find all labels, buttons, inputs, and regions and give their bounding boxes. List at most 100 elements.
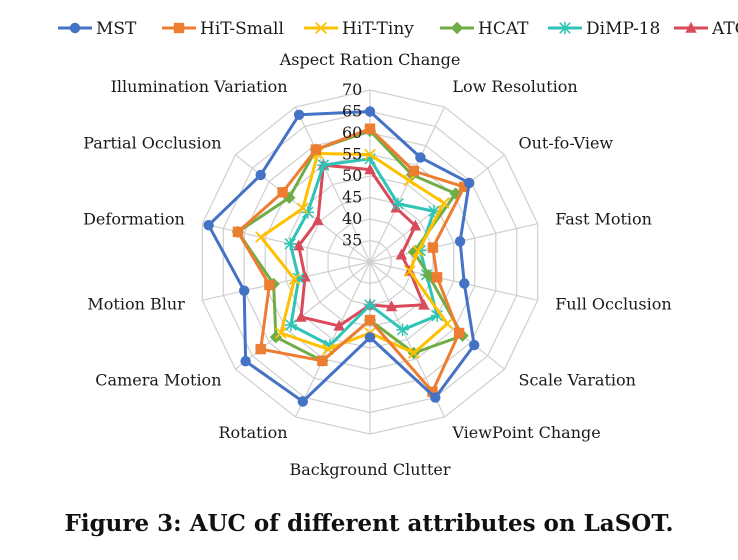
grid-spoke [369, 261, 538, 301]
point-hit-tiny [412, 245, 425, 257]
category-label: Partial Occlusion [83, 134, 221, 153]
point-hit-tiny [296, 202, 309, 215]
point-hit-tiny [438, 197, 450, 209]
legend-label: HCAT [478, 19, 529, 39]
category-label: Background Clutter [289, 460, 450, 479]
point-mst [240, 356, 251, 367]
point-hit-small [264, 279, 275, 291]
point-mst [364, 106, 376, 117]
point-mst [255, 169, 266, 181]
grid-spoke [369, 106, 446, 263]
point-atom [333, 319, 345, 331]
tick-label: 35 [342, 231, 362, 250]
category-label: Rotation [218, 423, 287, 442]
category-label: Fast Motion [555, 210, 652, 229]
point-atom [390, 201, 402, 213]
category-label: Full Occlusion [555, 294, 671, 313]
radial-tick-labels: 35 40 45 50 55 60 65 70 [342, 80, 362, 250]
category-label: Deformation [83, 210, 185, 229]
point-dimp-18 [292, 272, 305, 285]
category-label: Out-fo-View [519, 134, 614, 153]
point-atom [418, 298, 430, 310]
point-mst [469, 339, 480, 351]
point-hit-small [408, 165, 419, 177]
legend-item-hcat: HCAT [440, 19, 529, 39]
grid-spoke [294, 106, 371, 263]
point-hit-tiny [275, 327, 287, 339]
point-atom [295, 310, 307, 322]
legend-marker [450, 21, 464, 35]
legend-label: DiMP-18 [586, 19, 660, 39]
point-hit-small [364, 314, 376, 326]
point-mst [203, 220, 214, 231]
point-atom [312, 214, 324, 226]
point-hcat [422, 269, 435, 282]
legend: MST HiT-Small HiT-Tiny HCAT DiMP-18 ATOM [58, 19, 738, 39]
series-hit-small [232, 123, 470, 397]
category-labels: Aspect Ration Change Low Resolution Out-fo… [83, 50, 672, 479]
point-mst [459, 278, 470, 289]
point-dimp-18 [427, 204, 441, 218]
category-label: Scale Varation [519, 371, 636, 390]
legend-item-atom: ATOM [674, 19, 738, 39]
point-hit-tiny [255, 231, 267, 243]
point-dimp-18 [391, 197, 405, 211]
point-hit-tiny [364, 148, 376, 161]
grid-spoke [294, 261, 371, 418]
point-dimp-18 [284, 237, 297, 250]
legend-marker [69, 22, 81, 34]
point-hit-small [310, 144, 322, 155]
category-label: Low Resolution [452, 77, 577, 96]
point-dimp-18 [317, 158, 330, 172]
tick-label: 50 [342, 166, 362, 185]
legend-marker [315, 22, 327, 34]
point-atom [364, 163, 376, 175]
point-hit-tiny [441, 317, 454, 330]
legend-label: HiT-Small [200, 19, 284, 39]
point-hit-small [427, 242, 439, 253]
point-hit-small [255, 343, 266, 355]
category-label: Aspect Ration Change [279, 50, 461, 69]
series-dimp-18 [284, 152, 444, 352]
point-mst [454, 236, 466, 247]
point-dimp-18 [363, 152, 377, 165]
point-hit-small [317, 355, 328, 366]
point-dimp-18 [431, 309, 444, 322]
point-dimp-18 [323, 339, 337, 352]
radar-chart: 35 40 45 50 55 60 65 70 Aspect Ration Change Low… [58, 19, 738, 479]
tick-label: 60 [342, 123, 362, 142]
point-hit-small [427, 386, 438, 397]
legend-item-hit-tiny: HiT-Tiny [304, 19, 414, 39]
legend-item-hit-small: HiT-Small [162, 19, 284, 39]
category-label: Illumination Variation [111, 77, 288, 96]
legend-marker [558, 21, 572, 35]
legend-item-mst: MST [58, 19, 137, 39]
point-hit-tiny [407, 347, 420, 359]
radar-series [203, 106, 480, 407]
legend-marker [685, 21, 697, 33]
point-mst [297, 396, 308, 407]
grid-spoke [202, 223, 371, 263]
point-atom [409, 219, 422, 231]
point-atom [293, 239, 305, 251]
point-hit-tiny [288, 273, 301, 286]
point-mst [239, 285, 250, 296]
point-hit-small [364, 123, 376, 134]
figure-caption: Figure 3: AUC of different attributes on… [64, 510, 674, 537]
category-label: Camera Motion [95, 371, 221, 390]
point-hit-small [277, 187, 288, 198]
point-dimp-18 [414, 244, 427, 257]
legend-label: MST [96, 19, 137, 39]
legend-item-dimp-18: DiMP-18 [548, 19, 660, 39]
legend-label: HiT-Tiny [342, 19, 414, 39]
series-mst [203, 106, 480, 407]
point-hit-tiny [403, 265, 416, 277]
point-hit-small [453, 327, 465, 339]
point-dimp-18 [284, 318, 298, 332]
tick-label: 55 [342, 145, 362, 164]
point-mst [464, 177, 475, 189]
point-dimp-18 [396, 323, 409, 336]
tick-label: 65 [342, 102, 362, 121]
point-atom [385, 300, 398, 312]
point-dimp-18 [363, 298, 377, 312]
